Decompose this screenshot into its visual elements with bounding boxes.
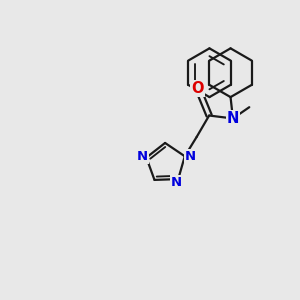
Text: N: N xyxy=(227,111,239,126)
Text: O: O xyxy=(191,81,203,96)
Text: N: N xyxy=(171,176,182,189)
Text: N: N xyxy=(136,150,148,163)
Text: N: N xyxy=(184,150,196,163)
